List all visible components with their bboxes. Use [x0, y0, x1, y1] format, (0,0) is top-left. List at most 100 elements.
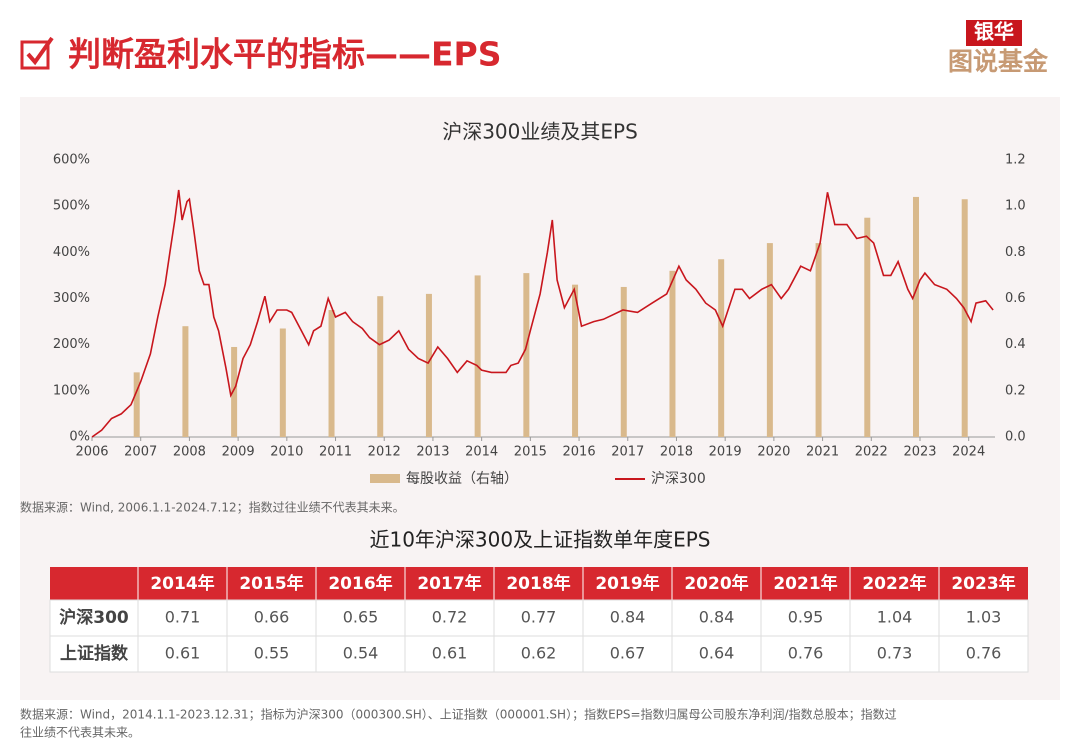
- logo-top: 银华: [974, 20, 1014, 44]
- chart-title: 沪深300业绩及其EPS: [442, 120, 638, 144]
- x-tick-label: 2022: [855, 445, 888, 460]
- cell: 0.95: [788, 608, 824, 627]
- bar: [864, 217, 871, 437]
- y-tick-label: 600%: [53, 153, 90, 168]
- x-tick-label: 2023: [903, 445, 936, 460]
- table-source: 往业绩不代表其未来。: [20, 725, 140, 740]
- table-row: [49, 635, 1029, 673]
- page-title: 判断盈利水平的指标——EPS: [68, 35, 502, 74]
- cell: 0.54: [343, 644, 379, 663]
- y2-tick-label: 1.2: [1005, 153, 1026, 168]
- x-tick-label: 2014: [465, 445, 498, 460]
- cell: 0.72: [432, 608, 468, 627]
- x-tick-label: 2010: [270, 445, 303, 460]
- bar: [425, 293, 432, 437]
- x-tick-label: 2018: [660, 445, 693, 460]
- check-mark: [26, 36, 54, 66]
- column-header: 2018年: [506, 573, 570, 594]
- cell: 0.77: [521, 608, 557, 627]
- cell: 0.62: [521, 644, 557, 663]
- cell: 0.66: [254, 608, 290, 627]
- legend-label: 沪深300: [651, 471, 706, 487]
- bar: [572, 284, 579, 437]
- cell: 0.76: [788, 644, 824, 663]
- column-header: 2014年: [150, 573, 214, 594]
- y2-tick-label: 0.4: [1005, 337, 1026, 352]
- column-header: 2023年: [951, 573, 1015, 594]
- x-tick-label: 2011: [319, 445, 352, 460]
- x-tick-label: 2012: [368, 445, 401, 460]
- bar: [912, 196, 919, 437]
- table-source: 数据来源：Wind，2014.1.1-2023.12.31；指标为沪深300（0…: [20, 707, 897, 722]
- y-tick-label: 300%: [53, 291, 90, 306]
- bar: [231, 346, 238, 437]
- legend-swatch: [370, 474, 400, 483]
- logo-bottom: 图说基金: [948, 47, 1049, 76]
- row-label: 沪深300: [59, 607, 129, 628]
- cell: 1.04: [877, 608, 913, 627]
- bar: [279, 328, 286, 437]
- column-header: 2022年: [862, 573, 926, 594]
- cell: 0.84: [699, 608, 735, 627]
- check-box: [20, 40, 50, 70]
- bar: [523, 273, 530, 437]
- x-tick-label: 2021: [806, 445, 839, 460]
- x-tick-label: 2020: [757, 445, 790, 460]
- y-tick-label: 100%: [53, 383, 90, 398]
- bar: [766, 243, 773, 437]
- bar: [133, 372, 140, 437]
- y-tick-label: 0%: [69, 430, 90, 445]
- y-tick-label: 200%: [53, 337, 90, 352]
- x-tick-label: 2006: [75, 445, 108, 460]
- x-tick-label: 2013: [416, 445, 449, 460]
- cell: 0.61: [165, 644, 201, 663]
- x-tick-label: 2015: [514, 445, 547, 460]
- table-header: [50, 567, 1028, 600]
- bar: [961, 199, 968, 437]
- y2-tick-label: 0.0: [1005, 430, 1026, 445]
- cell: 0.71: [165, 608, 201, 627]
- bar: [328, 310, 335, 437]
- x-tick-label: 2009: [222, 445, 255, 460]
- y-tick-label: 500%: [53, 199, 90, 214]
- bar: [474, 275, 481, 437]
- cell: 0.64: [699, 644, 735, 663]
- column-header: 2019年: [595, 573, 659, 594]
- x-tick-label: 2008: [173, 445, 206, 460]
- table-title: 近10年沪深300及上证指数单年度EPS: [369, 528, 710, 552]
- cell: 0.73: [877, 644, 913, 663]
- x-tick-label: 2007: [124, 445, 157, 460]
- table-row: [49, 599, 1029, 637]
- cell: 0.67: [610, 644, 646, 663]
- row-label: 上证指数: [60, 643, 129, 664]
- bar: [718, 259, 725, 437]
- cell: 0.84: [610, 608, 646, 627]
- cell: 0.76: [966, 644, 1002, 663]
- x-tick-label: 2017: [611, 445, 644, 460]
- bar: [669, 270, 676, 437]
- y2-tick-label: 1.0: [1005, 199, 1026, 214]
- column-header: 2021年: [773, 573, 837, 594]
- x-tick-label: 2019: [709, 445, 742, 460]
- legend-label: 每股收益（右轴）: [406, 471, 518, 487]
- column-header: 2016年: [328, 573, 392, 594]
- chart-source: 数据来源：Wind, 2006.1.1-2024.7.12；指数过往业绩不代表其…: [20, 500, 405, 515]
- column-header: 2015年: [239, 573, 303, 594]
- cell: 0.55: [254, 644, 290, 663]
- x-tick-label: 2024: [952, 445, 985, 460]
- column-header: 2020年: [684, 573, 748, 594]
- bar: [620, 286, 627, 437]
- line: [91, 189, 994, 438]
- y2-tick-label: 0.8: [1005, 245, 1026, 260]
- column-header: 2017年: [417, 573, 481, 594]
- y2-tick-label: 0.2: [1005, 383, 1026, 398]
- x-tick-label: 2016: [563, 445, 596, 460]
- logo-box: [966, 20, 1022, 46]
- cell: 0.65: [343, 608, 379, 627]
- bar: [815, 243, 822, 437]
- bar: [182, 326, 189, 437]
- y-tick-label: 400%: [53, 245, 90, 260]
- y2-tick-label: 0.6: [1005, 291, 1026, 306]
- bar: [377, 296, 384, 437]
